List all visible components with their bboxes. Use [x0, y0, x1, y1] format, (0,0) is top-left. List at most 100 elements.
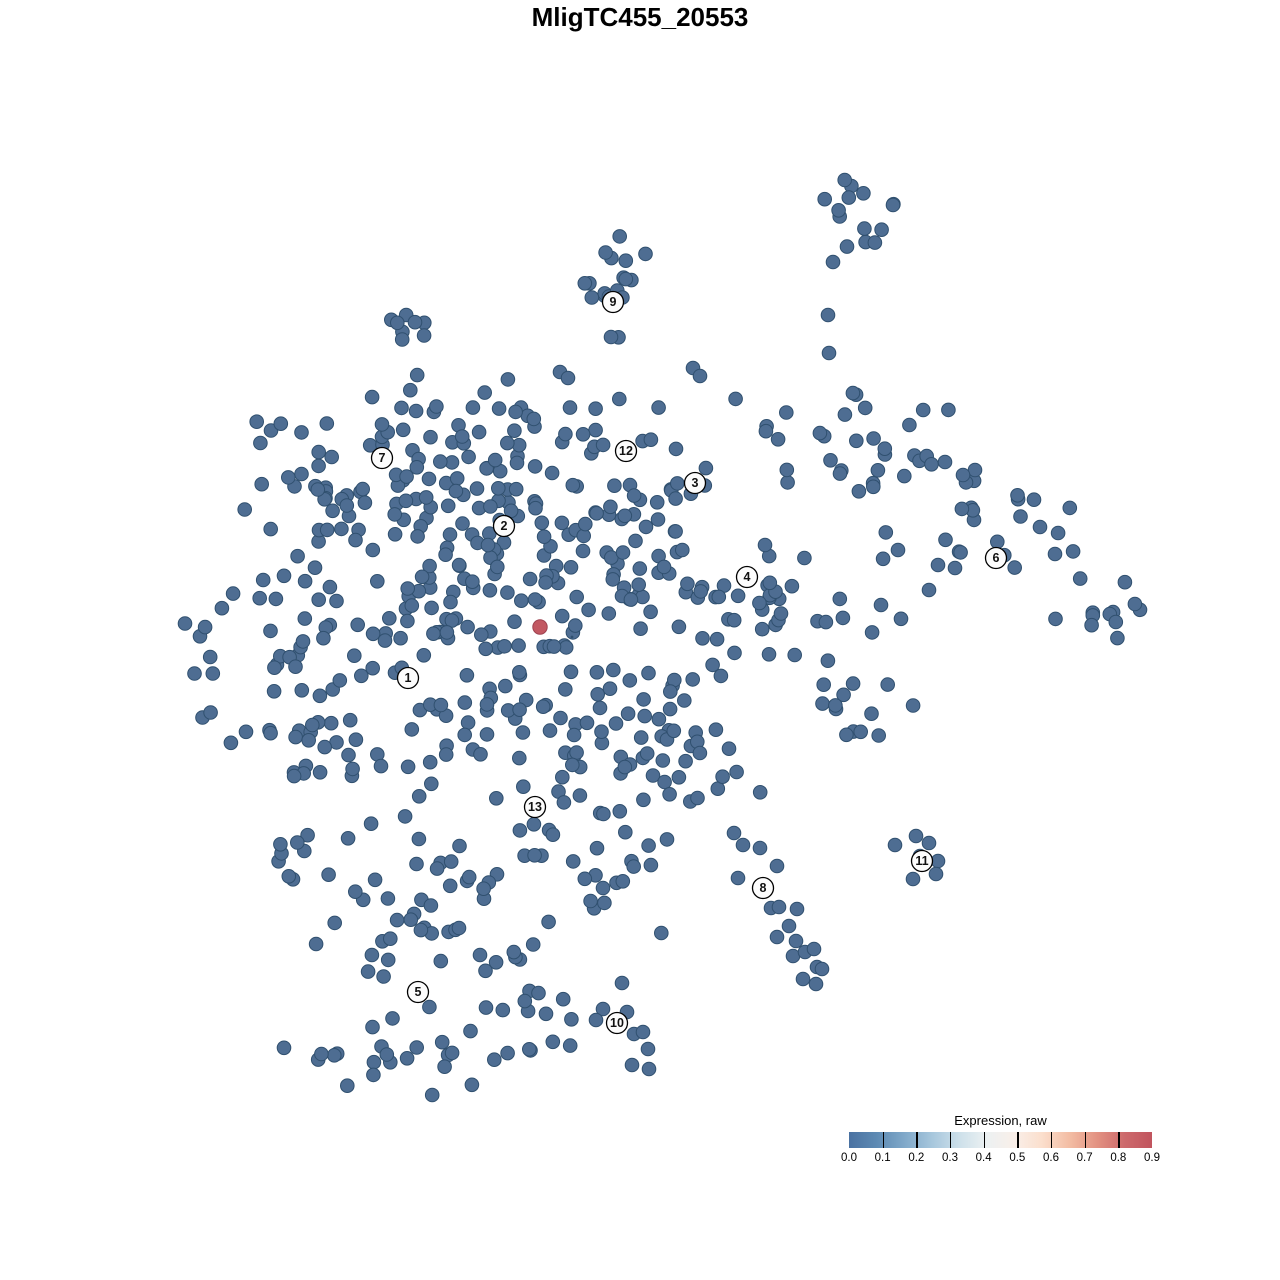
data-point: [511, 638, 526, 653]
data-point: [454, 429, 470, 444]
data-point: [668, 491, 683, 506]
data-point: [558, 682, 573, 697]
data-point: [626, 488, 642, 503]
data-point: [545, 827, 561, 843]
data-point: [440, 498, 456, 514]
data-point: [820, 307, 836, 323]
data-point: [463, 1023, 478, 1039]
data-point: [317, 739, 333, 755]
data-point: [612, 391, 627, 407]
data-point: [615, 874, 631, 889]
data-point: [601, 606, 617, 621]
data-point: [527, 459, 543, 474]
data-point: [457, 727, 473, 743]
data-point: [516, 779, 531, 795]
data-point: [857, 400, 873, 416]
data-point: [308, 936, 324, 952]
data-point: [1084, 617, 1099, 633]
data-point: [522, 1042, 537, 1057]
data-point: [400, 581, 416, 596]
data-point: [255, 572, 271, 588]
data-point: [569, 745, 584, 760]
data-point: [618, 253, 634, 269]
data-point: [1108, 614, 1124, 630]
data-point: [478, 641, 494, 657]
data-point: [671, 770, 687, 785]
data-point: [411, 831, 427, 847]
cluster-label-circle: [614, 439, 638, 463]
data-point: [495, 1002, 511, 1018]
data-point: [423, 429, 438, 445]
cluster-label-circle: [910, 849, 934, 873]
data-point: [633, 730, 649, 745]
data-point: [841, 190, 857, 205]
data-point: [771, 899, 787, 915]
data-point: [407, 314, 423, 330]
data-point: [825, 254, 841, 270]
data-point: [340, 831, 356, 846]
data-point: [487, 1052, 502, 1067]
data-point: [924, 457, 939, 472]
data-point: [641, 1061, 657, 1077]
data-point: [656, 559, 672, 575]
data-point: [726, 825, 742, 841]
data-point: [1007, 560, 1023, 575]
data-point: [757, 537, 773, 553]
data-point: [411, 789, 427, 804]
data-point: [443, 594, 458, 610]
data-point: [817, 191, 833, 207]
data-point: [602, 681, 618, 697]
data-point: [535, 699, 551, 715]
data-point: [1050, 525, 1066, 541]
data-point: [339, 498, 355, 513]
data-point: [290, 835, 305, 850]
data-point: [875, 551, 891, 567]
data-point: [393, 630, 408, 646]
data-point: [562, 1038, 578, 1053]
data-point: [874, 222, 889, 237]
data-point: [915, 402, 931, 418]
data-point: [617, 759, 633, 775]
data-point: [290, 548, 305, 564]
cluster-label-circle: [735, 565, 759, 589]
data-point: [781, 918, 797, 934]
data-point: [423, 898, 439, 913]
data-point: [780, 475, 795, 490]
data-point: [404, 722, 420, 737]
data-point: [472, 947, 488, 963]
data-point: [312, 765, 328, 780]
data-point: [565, 477, 581, 493]
data-point: [514, 593, 529, 609]
data-point: [365, 660, 381, 676]
data-point: [253, 435, 268, 451]
data-point: [930, 853, 946, 869]
data-point: [579, 715, 595, 731]
data-point: [563, 560, 579, 575]
data-point: [628, 533, 643, 549]
cluster-label-text: 9: [610, 295, 617, 309]
data-point: [459, 668, 475, 683]
data-point: [577, 871, 593, 887]
data-point: [508, 481, 524, 497]
data-point: [921, 582, 937, 598]
data-point: [558, 426, 573, 442]
data-point: [288, 659, 303, 675]
data-point: [692, 745, 708, 761]
data-point: [460, 715, 476, 730]
data-point: [545, 1034, 561, 1050]
data-point: [1010, 488, 1025, 503]
cluster-label-text: 1: [405, 671, 412, 685]
data-point: [480, 537, 496, 553]
data-point: [316, 630, 331, 646]
data-point: [631, 577, 647, 593]
data-point: [522, 571, 538, 587]
data-point: [762, 575, 778, 591]
data-point: [589, 665, 605, 680]
data-point: [752, 840, 768, 856]
data-point: [429, 399, 444, 414]
data-point: [787, 647, 803, 663]
data-point: [1127, 596, 1143, 612]
data-point: [471, 424, 487, 440]
data-point: [617, 508, 633, 524]
cluster-label-text: 6: [993, 551, 1000, 565]
